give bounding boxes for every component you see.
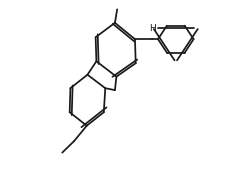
Text: H: H <box>149 24 155 33</box>
